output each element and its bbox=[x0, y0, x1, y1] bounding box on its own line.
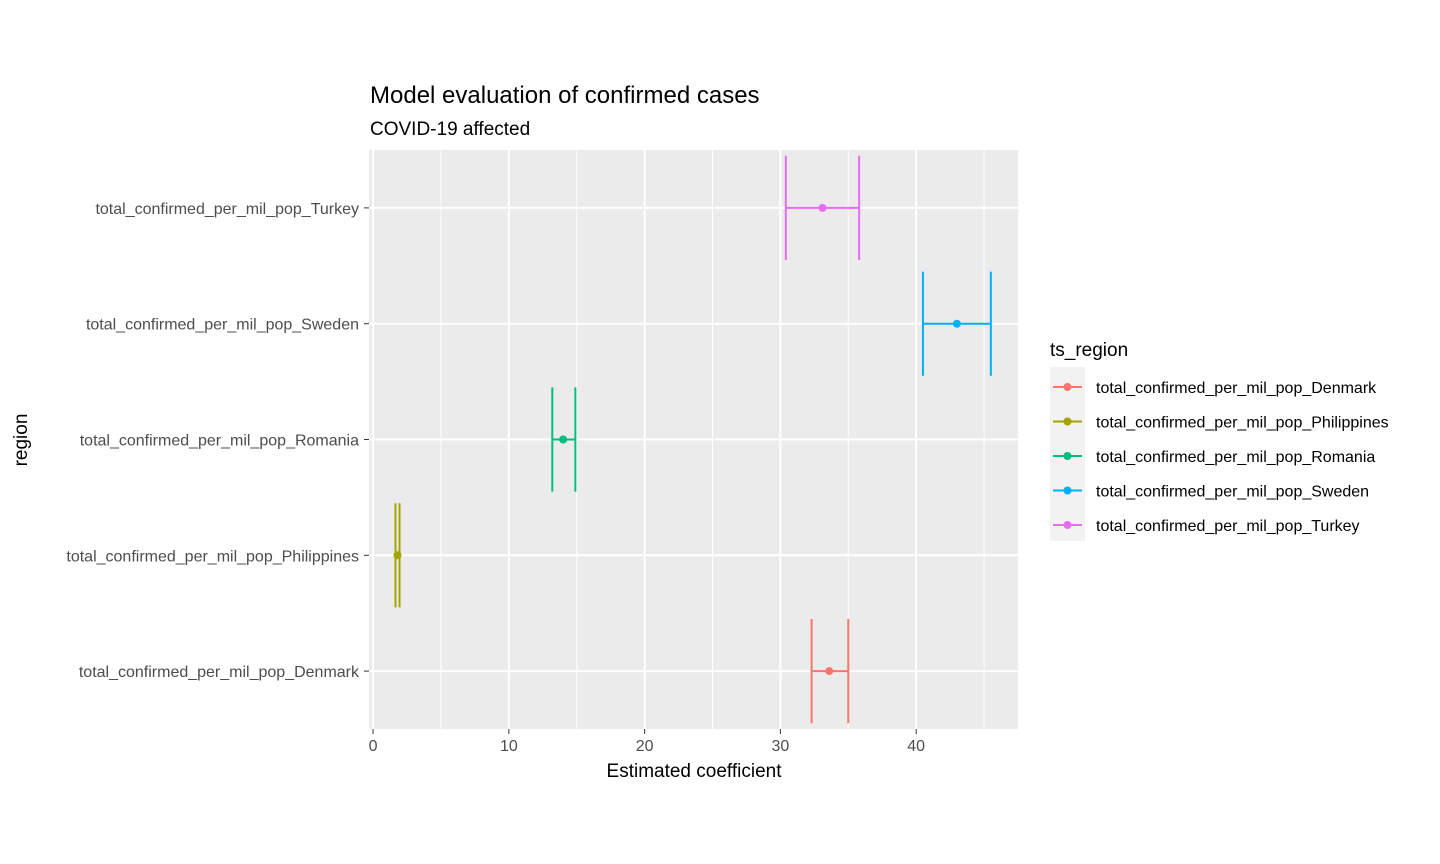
grid bbox=[369, 150, 1018, 729]
x-axis-ticks: 0 10 20 30 40 bbox=[369, 729, 925, 755]
legend-key-point bbox=[1063, 486, 1072, 495]
y-tick-label: total_confirmed_per_mil_pop_Romania bbox=[80, 433, 359, 450]
legend-label: total_confirmed_per_mil_pop_Romania bbox=[1096, 449, 1375, 466]
legend-entry: total_confirmed_per_mil_pop_Turkey bbox=[1053, 518, 1360, 535]
chart-subtitle: COVID-19 affected bbox=[370, 119, 530, 140]
errorbar-group bbox=[393, 503, 402, 608]
errorbar-group bbox=[810, 618, 850, 724]
legend-label: total_confirmed_per_mil_pop_Sweden bbox=[1096, 484, 1369, 501]
y-tick-label: total_confirmed_per_mil_pop_Denmark bbox=[79, 664, 360, 681]
legend-key-point bbox=[1063, 383, 1072, 391]
y-tick-label: total_confirmed_per_mil_pop_Turkey bbox=[95, 201, 359, 218]
legend-key-point bbox=[1063, 521, 1072, 529]
errorbar-group bbox=[551, 387, 577, 492]
legend-label: total_confirmed_per_mil_pop_Turkey bbox=[1096, 518, 1360, 535]
legend: total_confirmed_per_mil_pop_Denmarktotal… bbox=[1053, 380, 1389, 535]
errorbar-group bbox=[784, 155, 861, 261]
x-tick-label: 30 bbox=[771, 738, 789, 755]
y-tick-label: total_confirmed_per_mil_pop_Philippines bbox=[66, 548, 359, 565]
legend-entry: total_confirmed_per_mil_pop_Sweden bbox=[1053, 484, 1369, 501]
legend-key-point bbox=[1063, 417, 1072, 426]
estimate-point bbox=[952, 319, 961, 328]
y-axis-ticks: total_confirmed_per_mil_pop_Denmark total… bbox=[66, 201, 369, 681]
x-tick-label: 0 bbox=[369, 738, 378, 755]
x-tick-label: 40 bbox=[907, 738, 925, 755]
y-axis-title: region bbox=[11, 414, 32, 467]
x-tick-label: 10 bbox=[500, 738, 518, 755]
legend-key-point bbox=[1063, 452, 1072, 460]
estimate-point bbox=[818, 203, 827, 212]
legend-entry: total_confirmed_per_mil_pop_Romania bbox=[1053, 449, 1375, 466]
errorbar-group bbox=[921, 271, 992, 376]
y-tick-label: total_confirmed_per_mil_pop_Sweden bbox=[86, 317, 359, 334]
x-axis-title: Estimated coefficient bbox=[607, 761, 783, 782]
legend-entry: total_confirmed_per_mil_pop_Philippines bbox=[1053, 415, 1389, 432]
legend-label: total_confirmed_per_mil_pop_Philippines bbox=[1096, 415, 1389, 432]
estimate-point bbox=[559, 435, 568, 444]
estimate-point bbox=[393, 551, 402, 560]
legend-entry: total_confirmed_per_mil_pop_Denmark bbox=[1053, 380, 1377, 397]
chart-title: Model evaluation of confirmed cases bbox=[370, 82, 760, 109]
legend-label: total_confirmed_per_mil_pop_Denmark bbox=[1096, 380, 1377, 397]
x-tick-label: 20 bbox=[636, 738, 654, 755]
legend-title: ts_region bbox=[1050, 340, 1128, 361]
estimate-point bbox=[825, 667, 834, 676]
data-marks bbox=[393, 155, 992, 724]
